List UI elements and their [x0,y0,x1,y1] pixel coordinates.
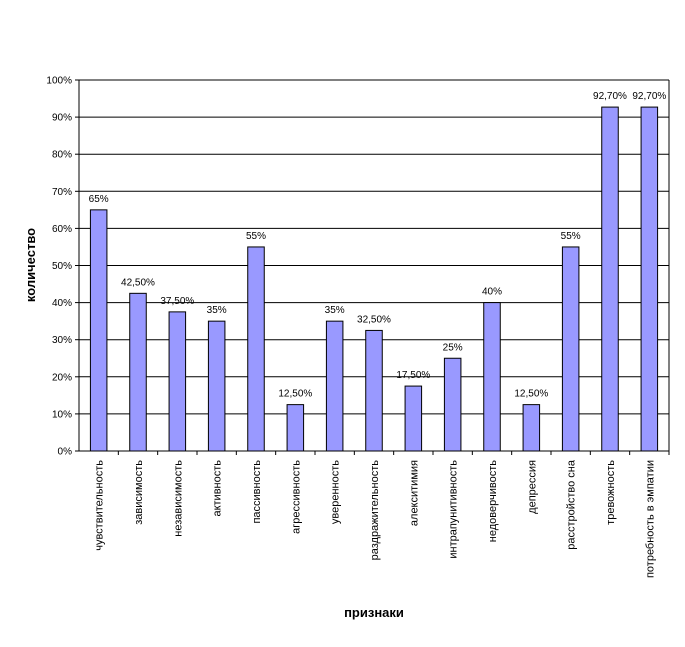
y-tick-label: 60% [52,224,72,235]
data-label: 92,70% [632,91,666,102]
bar [325,320,344,452]
y-tick-label: 0% [58,447,73,458]
data-label: 40% [482,287,502,298]
x-category-label: алекситимия [408,460,420,526]
y-tick-label: 30% [52,335,72,346]
bar [483,302,501,452]
bar [601,106,619,452]
y-axis-title: количество [23,228,38,302]
x-category-label: депрессия [526,460,538,514]
data-label: 25% [443,342,463,353]
y-tick-label: 50% [52,261,72,272]
data-label: 65% [89,194,109,205]
data-label: 55% [561,231,581,242]
bar [207,320,226,452]
x-category-label: раздражительность [369,460,381,561]
bar [640,106,659,452]
x-category-label: независимость [172,460,184,537]
x-category-label: недоверчивость [487,460,499,542]
y-tick-label: 40% [52,298,72,309]
data-labels: 65% 42,50% 37,50% 35% 55% 12,50% 35% 32,50% 17,5… [89,91,667,400]
x-category-label: агрессивность [290,460,302,534]
x-category-label: активность [212,460,224,517]
x-category-label: расстройство сна [566,459,578,550]
bar [404,385,423,452]
bar [247,246,265,452]
x-category-label: потребность в эмпатии [644,460,656,578]
data-label: 35% [325,305,345,316]
data-label: 12,50% [514,389,548,400]
data-label: 32,50% [357,314,391,325]
bar [89,209,108,452]
bar [365,329,383,452]
x-category-label: интрапунитивность [448,460,460,559]
bar [443,357,462,452]
data-label: 37,50% [160,296,194,307]
x-category-label: уверенность [330,460,342,524]
bar [129,292,147,452]
y-axis-ticks: 0% 10% 20% 30% 40% 50% 60% 70% 80% 90% 100% [46,76,79,458]
data-label: 35% [207,305,227,316]
x-axis-title: признаки [344,605,404,620]
data-label: 92,70% [593,91,627,102]
bar [522,404,541,452]
data-label: 42,50% [121,277,155,288]
y-tick-label: 90% [52,113,72,124]
data-label: 12,50% [278,389,312,400]
data-label: 17,50% [396,370,430,381]
x-category-label: зависимость [133,460,145,525]
x-category-label: чувствительность [94,460,106,551]
y-tick-label: 80% [52,150,72,161]
bar [286,404,305,452]
y-tick-label: 20% [52,372,72,383]
x-category-label: тревожность [605,460,617,525]
y-tick-label: 70% [52,187,72,198]
y-tick-label: 10% [52,409,72,420]
data-label: 55% [246,231,266,242]
bar [168,311,187,452]
y-tick-label: 100% [46,76,72,87]
x-category-label: пассивность [251,460,263,524]
bar [561,246,580,452]
x-axis-category-labels: чувствительность зависимость независимость… [94,451,670,578]
